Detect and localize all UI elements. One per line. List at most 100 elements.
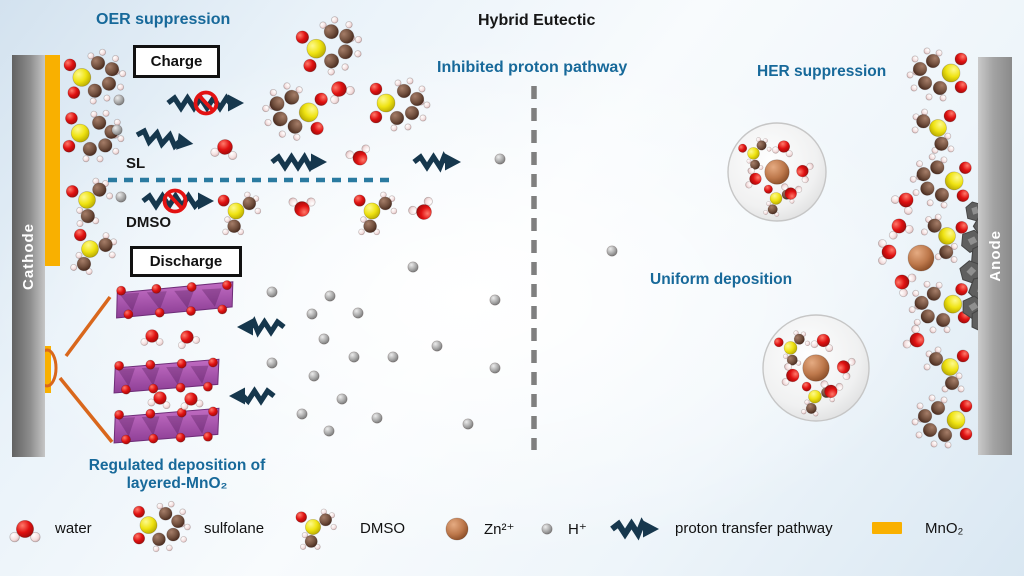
regulated-deposition-line1: Regulated deposition of: [88, 457, 266, 474]
zn-ion: [802, 354, 830, 382]
sl-phase-label: SL: [126, 155, 146, 172]
water-molecule: [288, 197, 316, 217]
proton-pathway-arrow: [141, 188, 214, 214]
sulfolane-molecule: [262, 82, 328, 141]
dmso-molecule: [911, 108, 957, 154]
proton-pathway-arrow: [610, 517, 659, 541]
mno2-layer: [113, 357, 220, 395]
proton: [296, 408, 308, 420]
zn-ion: [445, 517, 469, 541]
proton: [541, 523, 553, 535]
dmso-molecule: [65, 177, 114, 228]
proton: [489, 362, 501, 374]
legend-label-water: water: [55, 520, 92, 537]
sulfolane-molecule: [63, 48, 127, 105]
dmso-molecule: [217, 191, 262, 236]
water-molecule: [888, 218, 914, 240]
inhibited-proton-pathway-label: Inhibited proton pathway: [437, 59, 628, 76]
proton-pathway-arrow: [166, 90, 244, 116]
proton-pathway-arrow: [135, 127, 194, 151]
sulfolane-molecule: [369, 77, 431, 132]
figure-title: Hybrid Eutectic: [478, 12, 596, 29]
sulfolane-molecule: [132, 500, 191, 553]
proton: [308, 370, 320, 382]
water-molecule: [878, 239, 897, 265]
proton: [489, 294, 501, 306]
anode-bar: Anode: [978, 57, 1012, 455]
proton: [323, 425, 335, 437]
dmso-molecule: [353, 191, 398, 236]
proton-pathway-arrow: [270, 151, 327, 173]
cathode-bar: Cathode: [12, 55, 45, 457]
water-molecule: [147, 391, 171, 410]
water-molecule: [796, 162, 814, 184]
proton: [494, 153, 506, 165]
legend-label-pathway: proton transfer pathway: [675, 520, 833, 537]
proton-pathway-arrow: [237, 316, 286, 338]
water-molecule: [210, 139, 238, 161]
proton: [266, 286, 278, 298]
sulfolane-molecule: [62, 109, 125, 163]
proton: [111, 124, 123, 136]
dmso-molecule: [70, 228, 118, 275]
proton-pathway-arrow: [229, 386, 276, 406]
proton: [606, 245, 618, 257]
dmso-molecule: [738, 137, 772, 173]
sulfolane-molecule: [911, 394, 973, 449]
dmso-molecule: [295, 508, 337, 550]
mno2-deposit-strip: [44, 346, 51, 393]
cathode-label: Cathode: [20, 222, 37, 290]
proton: [266, 357, 278, 369]
proton: [306, 308, 318, 320]
dmso-molecule: [773, 330, 811, 369]
zn-ion: [907, 244, 935, 272]
water-molecule: [177, 330, 201, 350]
water-molecule: [330, 81, 355, 105]
water-molecule: [890, 192, 914, 215]
proton: [318, 333, 330, 345]
proton: [113, 94, 125, 106]
proton: [431, 340, 443, 352]
proton: [387, 351, 399, 363]
water-molecule: [836, 357, 856, 381]
proton: [324, 290, 336, 302]
water-molecule: [781, 363, 800, 386]
legend-label-dmso: DMSO: [360, 520, 405, 537]
mno2-layer: [116, 280, 234, 320]
water-molecule: [810, 333, 834, 353]
water-molecule: [902, 324, 925, 349]
sulfolane-molecule: [909, 153, 972, 209]
legend-label-sulfolane: sulfolane: [204, 520, 265, 537]
charge-box: Charge: [133, 45, 220, 78]
water-molecule: [894, 273, 917, 298]
discharge-box: Discharge: [130, 246, 242, 277]
dmso-molecule: [923, 346, 970, 393]
proton: [348, 351, 360, 363]
regulated-deposition-line2: layered-MnO₂: [126, 474, 228, 492]
her-suppression-label: HER suppression: [757, 63, 887, 80]
water-molecule: [140, 329, 164, 346]
dmso-molecule: [920, 213, 969, 264]
water-molecule: [9, 519, 41, 543]
proton: [336, 393, 348, 405]
legend-label-proton: H⁺: [568, 521, 587, 538]
dmso-phase-label: DMSO: [126, 214, 171, 231]
legend-label-mno2: MnO₂: [925, 520, 964, 537]
water-molecule: [772, 140, 793, 158]
zn-solvation-shell: [762, 314, 870, 422]
callout-line: [58, 376, 114, 444]
water-molecule: [820, 380, 844, 398]
prohibited-icon: [162, 188, 188, 214]
proton-pathway-arrow: [412, 151, 461, 173]
water-molecule: [781, 183, 803, 200]
proton: [115, 191, 127, 203]
prohibited-icon: [193, 90, 219, 116]
legend-label-zn: Zn²⁺: [484, 521, 515, 538]
mno2-layer: [113, 406, 220, 445]
anode-label: Anode: [986, 230, 1004, 282]
water-molecule: [408, 196, 433, 220]
proton: [371, 412, 383, 424]
oer-suppression-label: OER suppression: [96, 11, 231, 28]
proton: [462, 418, 474, 430]
